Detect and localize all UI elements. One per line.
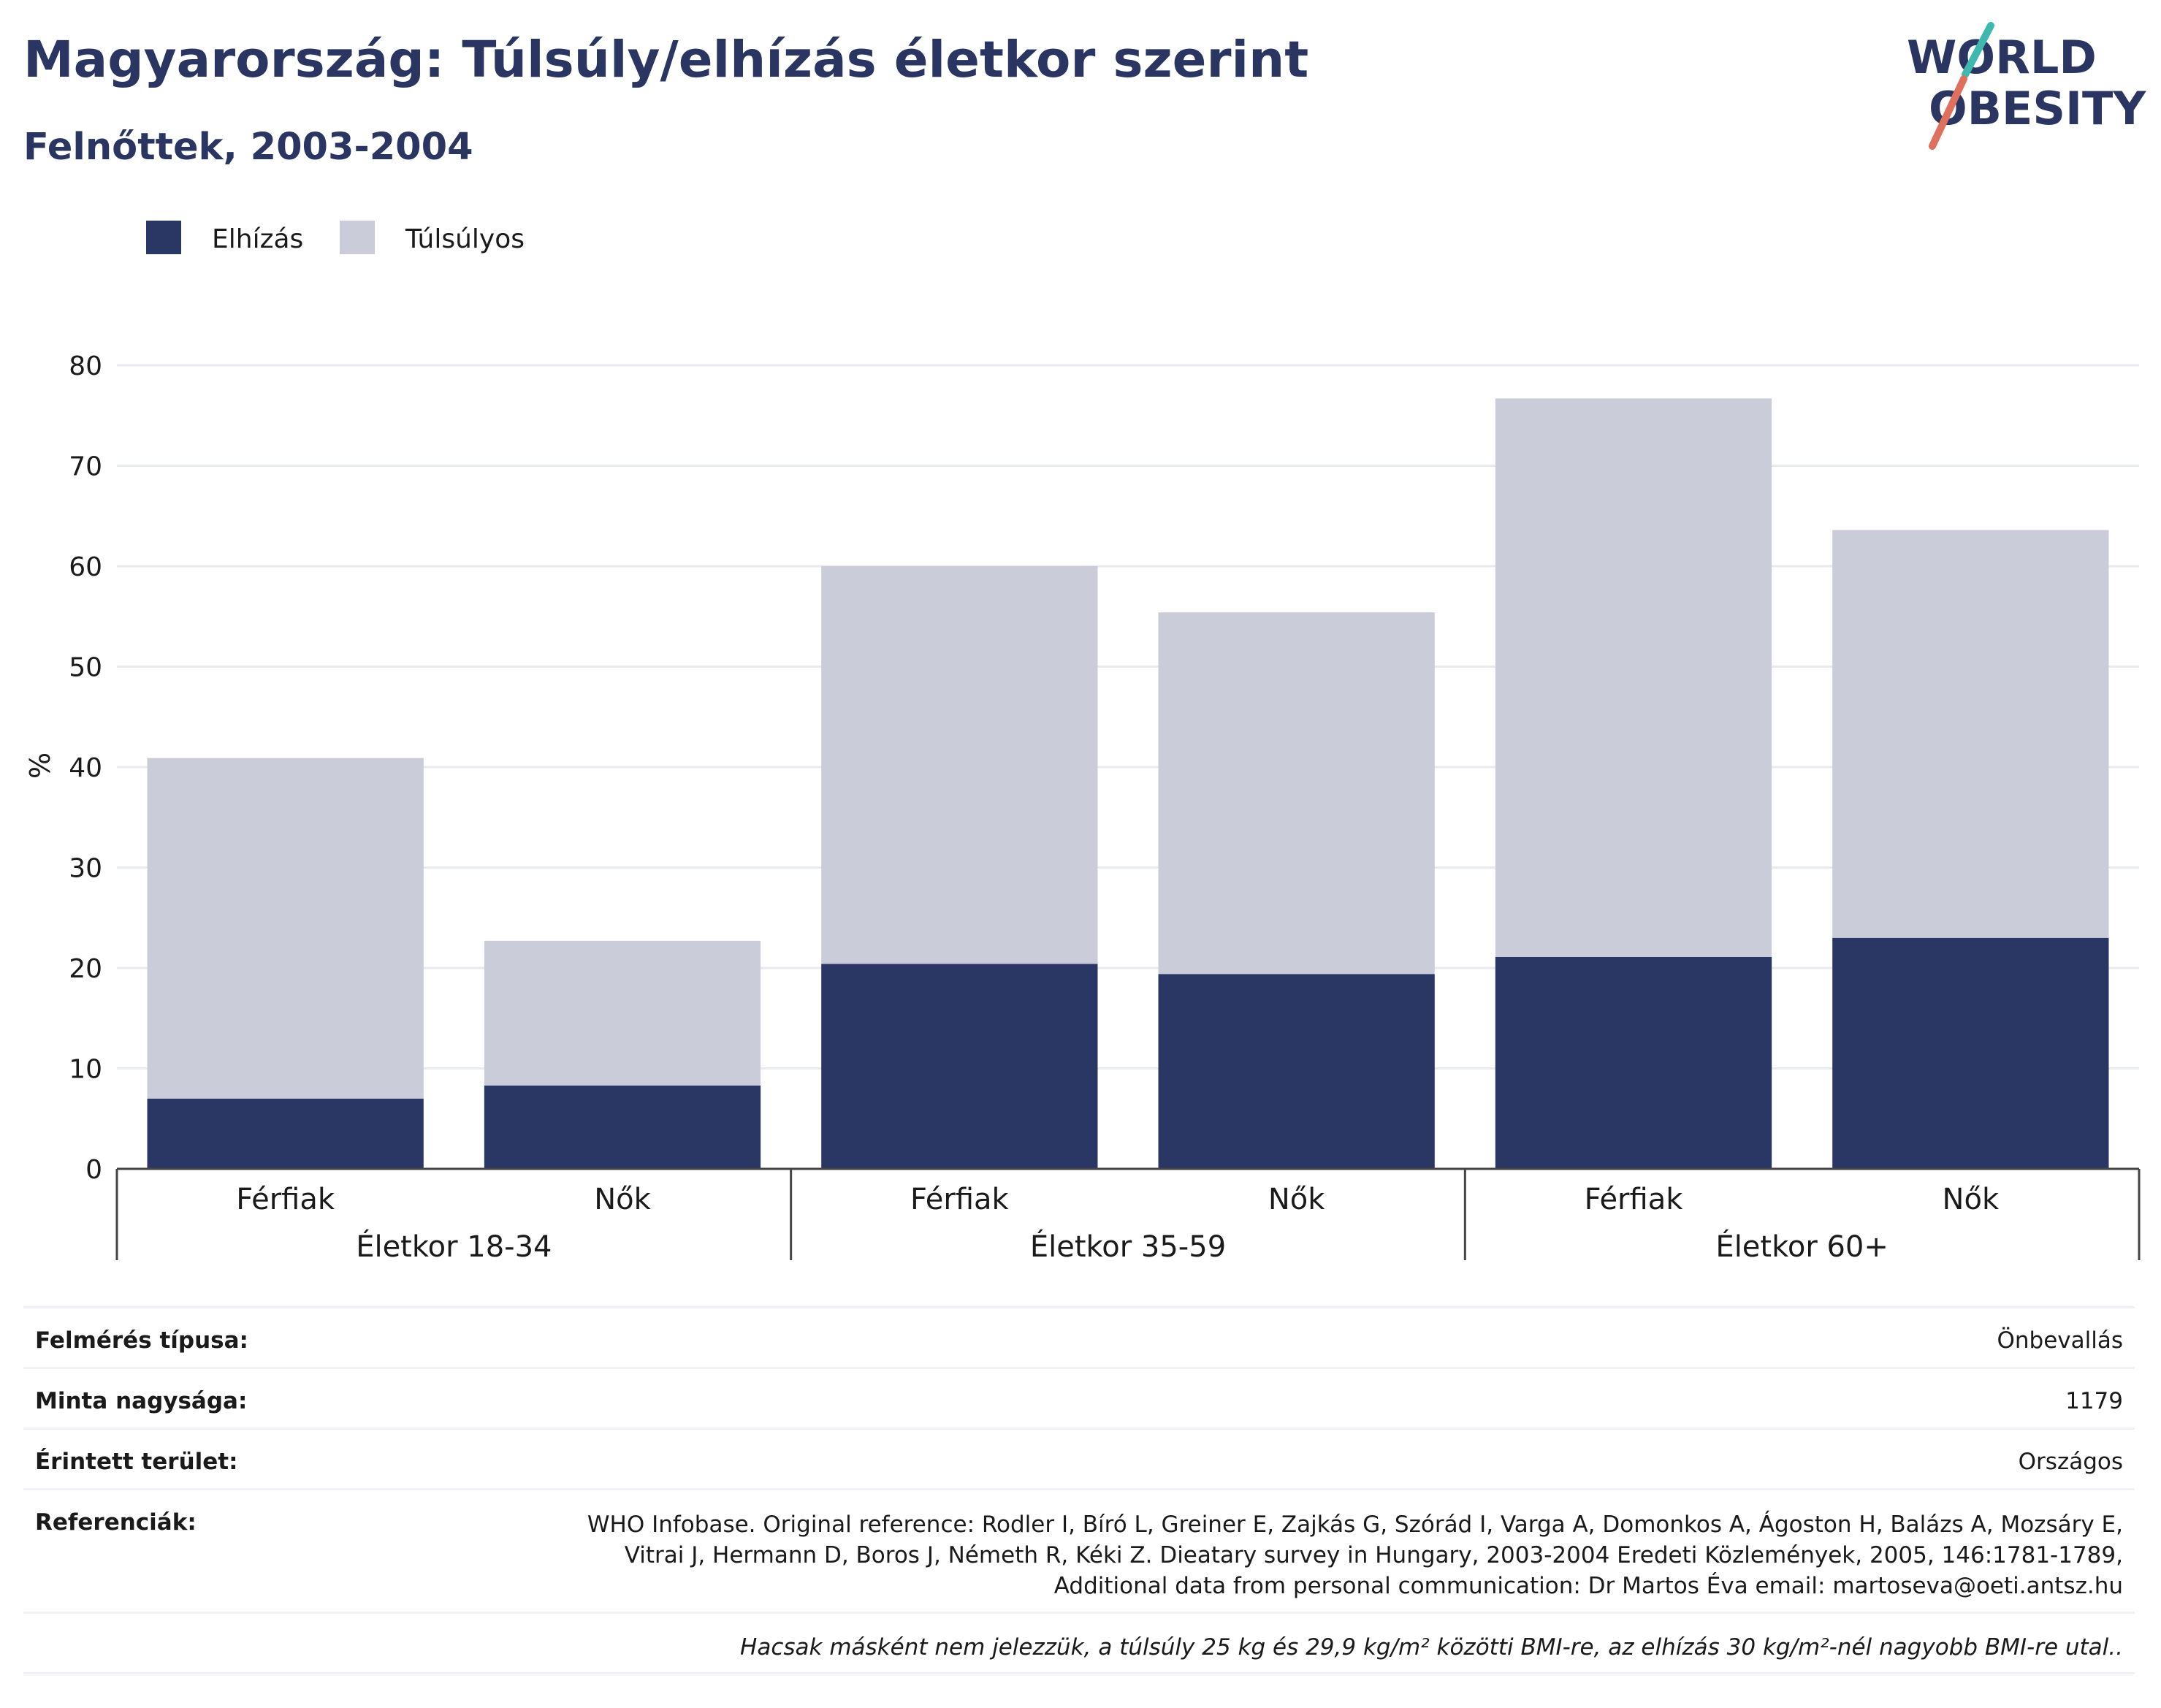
legend-label: Elhízás (212, 224, 303, 254)
chart-title: Magyarország: Túlsúly/elhízás életkor sz… (23, 31, 1309, 89)
info-value: 1179 (2065, 1388, 2123, 1414)
gridlines: 0 10 20 30 40 50 60 70 80 (69, 351, 2139, 1185)
x-tick-label: Nők (594, 1183, 651, 1216)
x-tick-label: Nők (1943, 1183, 2000, 1216)
x-tick-label: Férfiak (1585, 1183, 1684, 1216)
info-label: Felmérés típusa: (35, 1327, 248, 1354)
bar-obesity (1832, 937, 2109, 1169)
info-row-note: Hacsak másként nem jelezzük, a túlsúly 2… (23, 1612, 2135, 1674)
x-tick-label: Férfiak (910, 1183, 1010, 1216)
bar-overweight (147, 758, 424, 1099)
info-value-references: WHO Infobase. Original reference: Rodler… (370, 1509, 2123, 1601)
bar-obesity (147, 1098, 424, 1169)
info-value: Országos (2018, 1449, 2123, 1475)
legend: Elhízás Túlsúlyos (146, 221, 525, 254)
bar-obesity (1158, 974, 1435, 1169)
y-tick-label: 80 (69, 351, 102, 381)
y-tick-label: 60 (69, 552, 102, 582)
info-row-area: Érintett terület: Országos (23, 1427, 2135, 1488)
reference-line: WHO Infobase. Original reference: Rodler… (587, 1511, 2123, 1538)
logo-slash-top (1962, 22, 1994, 78)
info-row-references: Referenciák: WHO Infobase. Original refe… (23, 1488, 2135, 1612)
y-axis-label: % (24, 752, 56, 779)
bar-overweight (1495, 398, 1772, 957)
logo-line2: OBESITY (1929, 82, 2146, 135)
bar-overweight (821, 566, 1098, 964)
info-label: Referenciák: (35, 1509, 197, 1536)
group-label: Életkor 18-34 (356, 1229, 552, 1264)
y-tick-label: 10 (69, 1055, 102, 1085)
x-tick-label: Nők (1268, 1183, 1325, 1216)
logo-line1: WORLD (1907, 31, 2097, 84)
bar-obesity (484, 1085, 761, 1169)
x-tick-label: Férfiak (236, 1183, 335, 1216)
y-tick-label: 50 (69, 653, 102, 683)
bar-overweight (1832, 530, 2109, 938)
y-tick-label: 20 (69, 954, 102, 984)
y-tick-label: 70 (69, 452, 102, 482)
info-value: Önbevallás (1997, 1327, 2123, 1354)
legend-swatch (340, 221, 375, 254)
legend-swatch (146, 221, 181, 254)
bar-overweight (484, 940, 761, 1086)
world-obesity-logo: WORLD OBESITY (1907, 22, 2146, 150)
bar-obesity (1495, 956, 1772, 1169)
info-row-sample-size: Minta nagysága: 1179 (23, 1367, 2135, 1427)
reference-line: Additional data from personal communicat… (1053, 1573, 2123, 1599)
group-label: Életkor 60+ (1715, 1229, 1888, 1264)
y-tick-label: 40 (69, 753, 102, 783)
group-label: Életkor 35-59 (1030, 1229, 1226, 1264)
y-tick-label: 30 (69, 854, 102, 884)
bars (147, 398, 2109, 1169)
bar-overweight (1158, 612, 1435, 975)
info-label: Minta nagysága: (35, 1388, 248, 1414)
logo-slash-bottom (1929, 75, 1967, 150)
axes: Férfiak Nők Férfiak Nők Férfiak Nők Életkor 18… (115, 1167, 2141, 1264)
reference-line: Vitrai J, Hermann D, Boros J, Németh R, … (624, 1542, 2123, 1568)
info-label: Érintett terület: (35, 1449, 238, 1475)
chart-subtitle: Felnőttek, 2003-2004 (23, 126, 473, 169)
info-row-survey-type: Felmérés típusa: Önbevallás (23, 1306, 2135, 1367)
definition-note: Hacsak másként nem jelezzük, a túlsúly 2… (740, 1634, 2123, 1661)
info-table: Felmérés típusa: Önbevallás Minta nagysá… (23, 1306, 2135, 1674)
stacked-bar-chart: Elhízás Túlsúlyos 0 10 20 30 40 50 60 70 80 Férfi… (24, 221, 2141, 1264)
legend-label: Túlsúlyos (405, 224, 525, 254)
y-tick-label: 0 (85, 1155, 102, 1185)
bar-obesity (821, 964, 1098, 1169)
